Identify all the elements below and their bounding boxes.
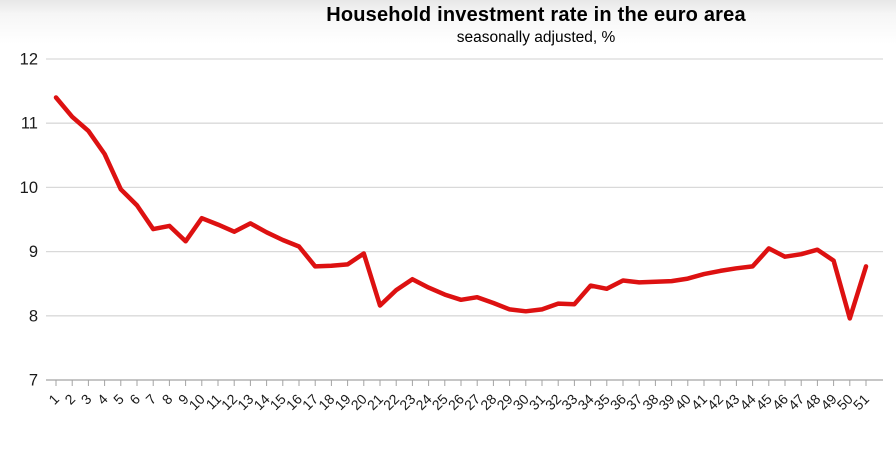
x-axis-tick-label: 5 (110, 391, 127, 408)
y-axis-labels: 7 8 9 10 11 12 (20, 51, 38, 390)
y-axis-tick-label: 11 (21, 115, 38, 133)
chart-title: Household investment rate in the euro ar… (326, 4, 746, 26)
x-axis-tick-label: 1 (45, 391, 62, 408)
y-axis-tick-label: 9 (29, 243, 38, 261)
gridlines (46, 58, 883, 317)
x-axis-tick-label: 3 (78, 391, 95, 408)
y-axis-tick-label: 7 (29, 372, 38, 390)
x-axis-tick-label: 8 (159, 391, 176, 408)
chart-header: Household investment rate in the euro ar… (176, 2, 896, 47)
x-axis-tick-label: 6 (126, 391, 143, 408)
line-series (53, 95, 869, 321)
x-axis-tick-label: 2 (61, 391, 78, 408)
x-axis-tick-label: 4 (94, 391, 111, 408)
y-axis-tick-label: 12 (20, 51, 38, 69)
x-axis: 1 2 3 4 5 6 7 8 91011121314151617181920212223242… (45, 379, 883, 413)
x-axis-tick-label: 7 (142, 391, 159, 408)
chart-subtitle: seasonally adjusted, % (456, 29, 616, 46)
y-axis-tick-label: 10 (20, 179, 38, 197)
x-axis-tick-label: 51 (850, 391, 872, 413)
y-axis-tick-label: 8 (29, 307, 38, 325)
